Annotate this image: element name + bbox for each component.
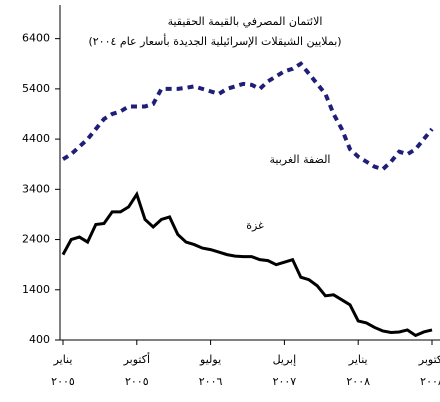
x-tick-label: ٢٠٠٥ [125,375,149,388]
x-tick-label: أكتوبر [418,352,440,366]
x-tick-label: ٢٠٠٦ [199,375,223,388]
y-tick-label: 2400 [22,233,50,246]
series-label: غزة [246,219,264,232]
chart-subtitle: (بملايين الشيقلات الإسرائيلية الجديدة بأ… [88,33,341,48]
x-tick-label: ٢٠٠٨ [420,375,440,388]
y-tick-label: 5400 [22,82,50,95]
series-line [61,190,433,338]
series-label: الضفة الغربية [270,153,331,166]
chart-title: الائتمان المصرفي بالقيمة الحقيقية [168,15,323,28]
y-tick-label: 4400 [22,132,50,145]
series-line [61,61,434,172]
x-tick-label: ٢٠٠٥ [51,375,75,388]
y-tick-label: 3400 [22,182,50,195]
y-tick-label: 400 [29,333,50,346]
x-tick-label: ٢٠٠٨ [346,375,370,388]
x-tick-label: يناير [348,353,368,366]
y-tick-label: 6400 [22,32,50,45]
y-tick-label: 1400 [22,283,50,296]
x-tick-label: ٢٠٠٧ [273,375,297,388]
x-tick-label: أكتوبر [123,352,150,366]
x-tick-label: إبريل [273,353,297,366]
x-tick-label: يناير [53,353,73,366]
x-tick-label: يوليو [199,353,221,366]
